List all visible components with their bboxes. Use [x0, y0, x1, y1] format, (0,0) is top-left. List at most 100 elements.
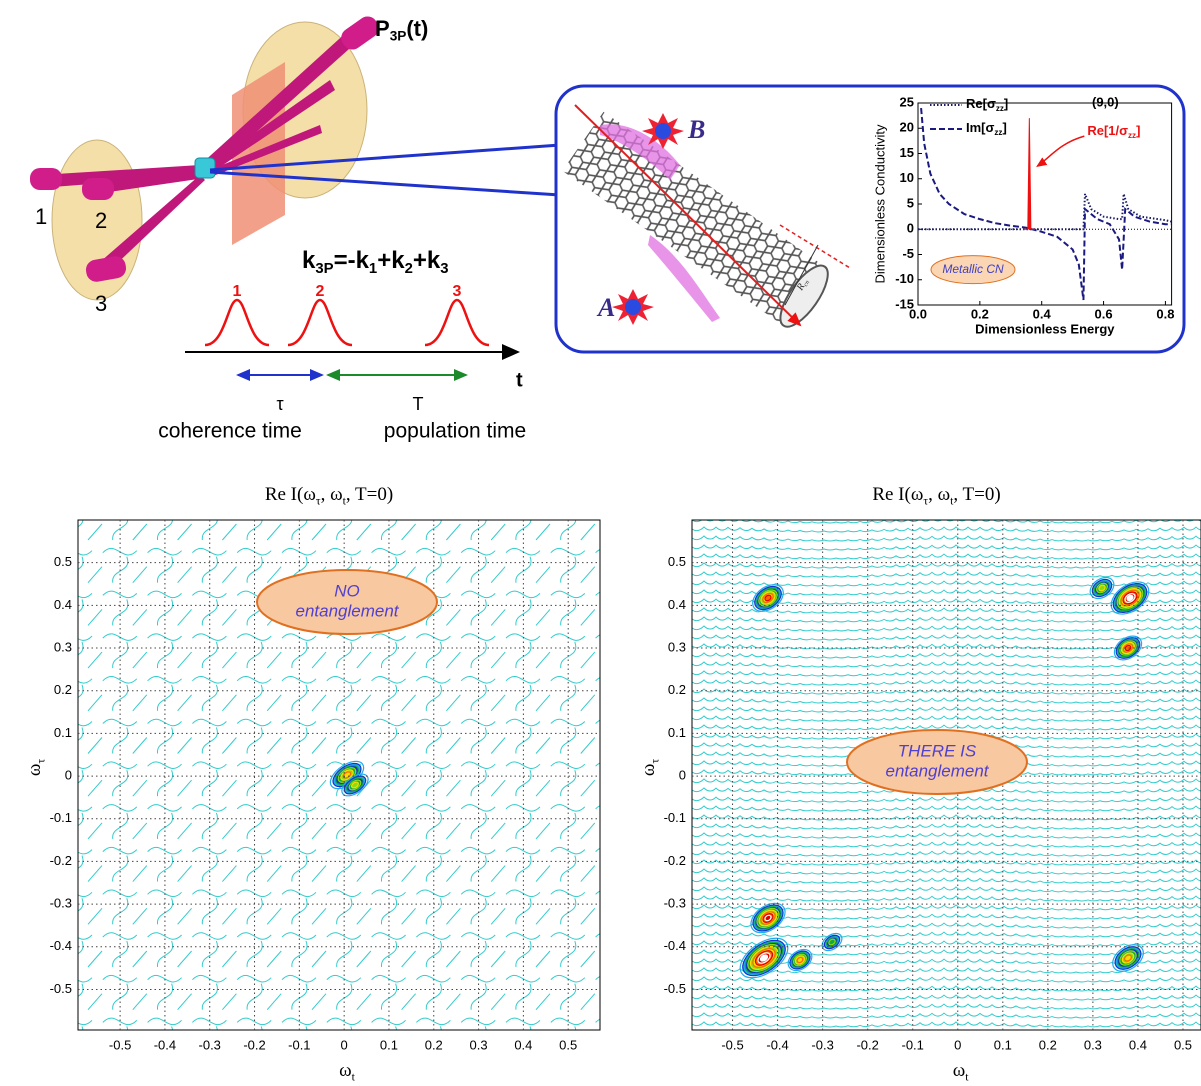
chart-title: Re I(ωτ, ωt, T=0)	[265, 484, 393, 507]
x-tick-label: 0	[341, 1037, 348, 1052]
text-part: τ	[648, 759, 661, 764]
y-tick-label: 0.2	[668, 682, 686, 697]
x-tick-label: 0.2	[1039, 1037, 1057, 1052]
text-part: P	[375, 16, 390, 41]
text-part: , T=0)	[346, 484, 393, 505]
x-tick-label: 0.4	[1129, 1037, 1147, 1052]
T-symbol: T	[413, 394, 424, 414]
signal-label: P3P(t)	[375, 16, 428, 43]
x-tick-label: 0.2	[425, 1037, 443, 1052]
x-tick-label: 0.8	[1156, 306, 1174, 321]
y-tick-label: -0.5	[664, 981, 686, 996]
pulse-label: 3	[453, 283, 462, 300]
text-part: t	[965, 1070, 969, 1083]
y-tick-label: 10	[900, 170, 914, 185]
text-part: ω	[953, 1060, 966, 1081]
x-tick-label: -0.4	[766, 1037, 788, 1052]
text-part: ω	[24, 764, 45, 777]
y-tick-label: -0.2	[664, 853, 686, 868]
x-tick-label: 0	[954, 1037, 961, 1052]
text-part: Re[σ	[966, 96, 996, 111]
y-tick-label: 0	[907, 221, 914, 236]
text-part: k	[302, 247, 316, 274]
annotation: Metallic CN	[942, 262, 1004, 276]
x-tick-label: 0.2	[971, 306, 989, 321]
annotation: THERE IS	[898, 741, 977, 760]
text-part: 3P	[315, 261, 333, 277]
text-part: t	[352, 1070, 356, 1083]
text-part: ]	[1002, 120, 1006, 135]
beam-label: 2	[95, 208, 107, 233]
text-part: zz	[994, 128, 1002, 137]
figure: P3P(t) 1 2 3 k3P=-k1+k2+k3 1 2 3 t τ T c…	[0, 0, 1201, 1086]
y-tick-label: 0.3	[668, 639, 686, 654]
y-tick-label: -5	[902, 246, 914, 261]
setup-illustration	[30, 13, 560, 300]
site-label: B	[687, 115, 705, 144]
y-tick-label: 0	[65, 768, 72, 783]
beam-label: 1	[35, 204, 47, 229]
x-tick-label: 0.5	[559, 1037, 577, 1052]
text-part: ]	[1136, 124, 1140, 139]
text-part: +k	[377, 247, 405, 274]
text-part: =-k	[334, 247, 370, 274]
y-tick-label: 0.4	[54, 597, 72, 612]
chart-title: Re I(ωτ, ωt, T=0)	[872, 484, 1000, 507]
x-tick-label: 0.4	[514, 1037, 532, 1052]
pulse-label: 1	[233, 283, 242, 300]
text-part: 3P	[390, 28, 407, 43]
x-tick-label: 0.3	[1084, 1037, 1102, 1052]
x-tick-label: 0.1	[380, 1037, 398, 1052]
y-tick-label: -0.5	[50, 981, 72, 996]
annotation: entanglement	[885, 761, 989, 780]
pulses	[205, 300, 489, 345]
y-tick-label: 0.5	[54, 554, 72, 569]
y-tick-label: -0.4	[50, 938, 72, 953]
wavevector-equation: k3P=-k1+k2+k3	[302, 247, 449, 277]
text-part: , ω	[928, 484, 950, 505]
x-tick-label: 0.5	[1174, 1037, 1192, 1052]
text-part: 3	[440, 261, 448, 277]
y-tick-label: 20	[900, 120, 914, 135]
text-part: ]	[1004, 96, 1008, 111]
x-axis-label: ωt	[339, 1060, 356, 1083]
tau-symbol: τ	[276, 394, 283, 414]
beam-label: 3	[95, 291, 107, 316]
y-axis-label: Dimensionless Conductivity	[872, 124, 887, 283]
x-tick-label: -0.2	[243, 1037, 265, 1052]
text-part: zz	[996, 104, 1004, 113]
y-tick-label: 0.1	[54, 725, 72, 740]
y-tick-label: -0.3	[664, 896, 686, 911]
x-tick-label: 0.6	[1095, 306, 1113, 321]
text-part: Re[1/σ	[1087, 124, 1128, 139]
x-tick-label: -0.1	[902, 1037, 924, 1052]
x-tick-label: 0.3	[470, 1037, 488, 1052]
y-tick-label: 0.1	[668, 725, 686, 740]
text-part: Re I(ω	[872, 484, 923, 505]
x-tick-label: -0.3	[199, 1037, 221, 1052]
y-tick-label: 0.2	[54, 682, 72, 697]
text-part: , T=0)	[953, 484, 1000, 505]
text-part: +k	[413, 247, 441, 274]
x-tick-label: -0.5	[109, 1037, 131, 1052]
annotation: entanglement	[295, 601, 399, 620]
text-part: Im[σ	[966, 120, 995, 135]
x-tick-label: 0.1	[994, 1037, 1012, 1052]
y-tick-label: 0.5	[668, 554, 686, 569]
y-tick-label: 15	[900, 145, 914, 160]
pulse-label: 2	[316, 283, 325, 300]
annotation: NO	[334, 581, 360, 600]
time-label: t	[516, 369, 523, 391]
y-tick-label: 5	[907, 195, 914, 210]
y-tick-label: -0.1	[50, 810, 72, 825]
x-tick-label: 0.4	[1033, 306, 1052, 321]
x-tick-label: -0.5	[721, 1037, 743, 1052]
x-tick-label: -0.4	[154, 1037, 176, 1052]
y-tick-label: 0	[679, 768, 686, 783]
text-part: Re I(ω	[265, 484, 316, 505]
y-tick-label: 25	[900, 94, 914, 109]
y-tick-label: -0.4	[664, 938, 686, 953]
y-tick-label: -10	[895, 271, 914, 286]
y-tick-label: -0.1	[664, 810, 686, 825]
y-tick-label: 0.4	[668, 597, 686, 612]
